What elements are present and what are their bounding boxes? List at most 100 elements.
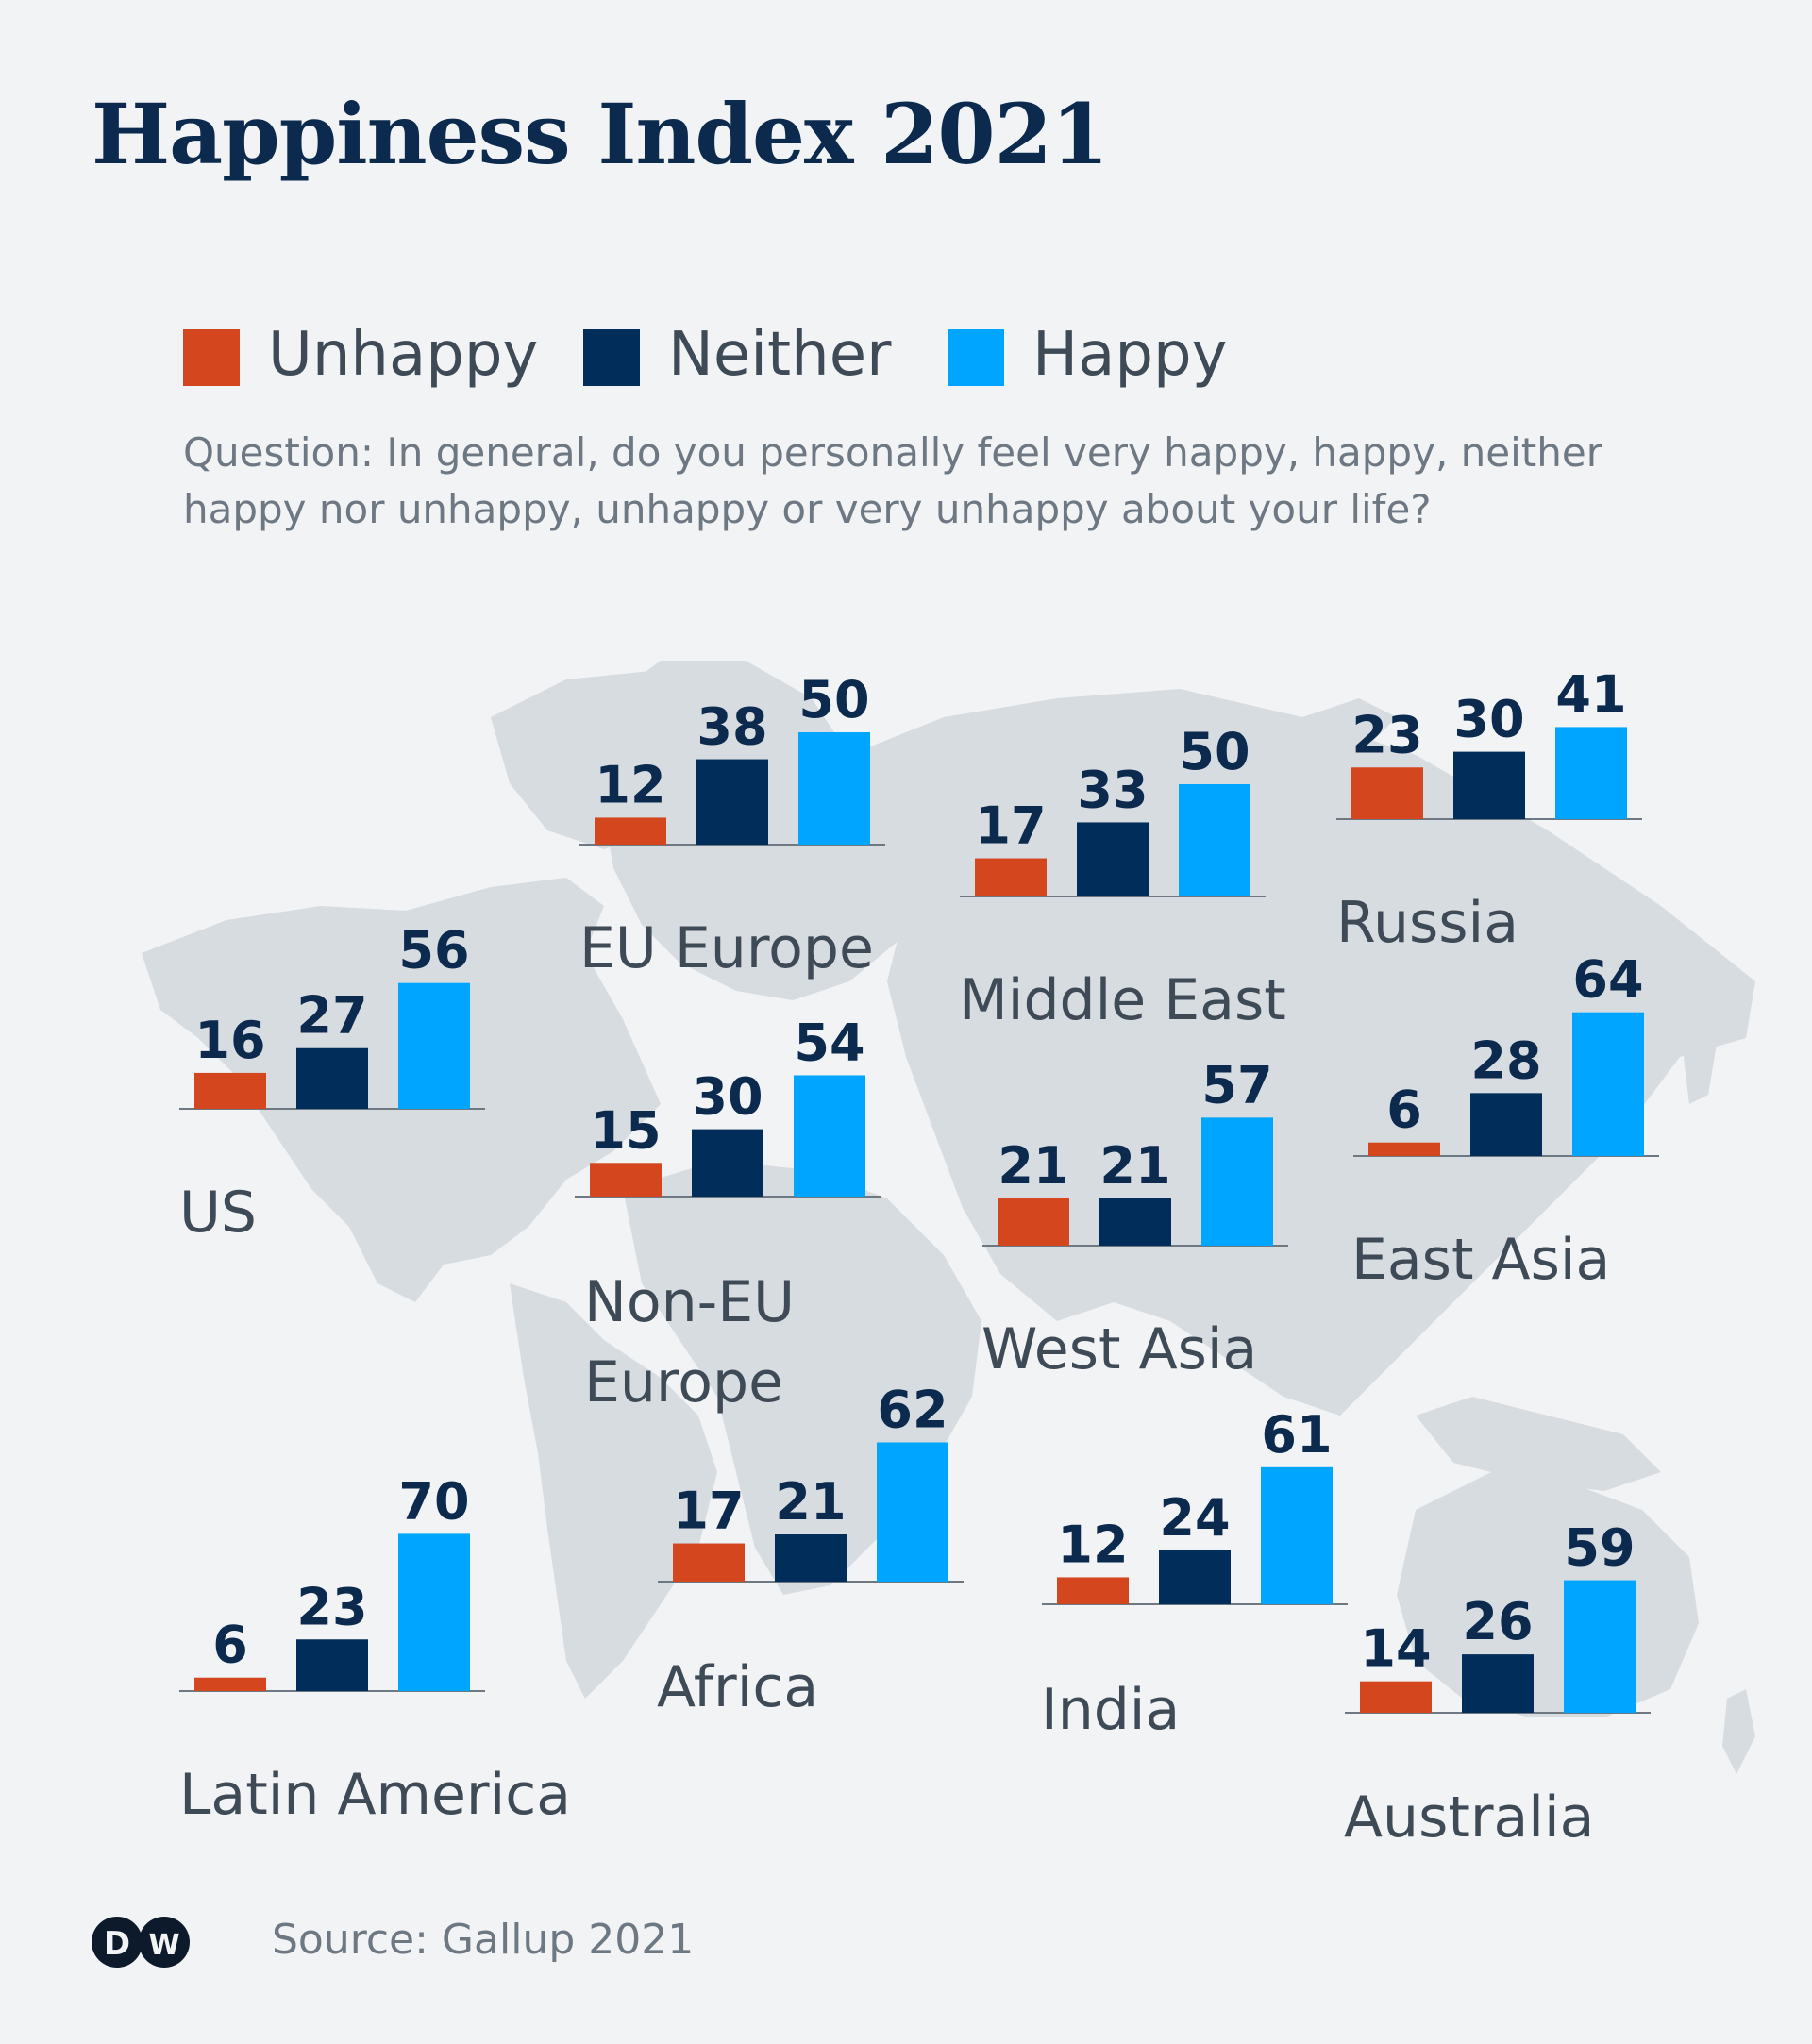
- legend-label-neither: Neither: [668, 320, 892, 390]
- chart-title: Happiness Index 2021: [92, 85, 1109, 183]
- region-label-india: India: [1041, 1677, 1180, 1743]
- bar-africa-happy: [877, 1442, 948, 1582]
- chart-group-us: 16 27 56 US: [179, 921, 485, 1246]
- legend-label-unhappy: Unhappy: [268, 320, 539, 390]
- bar-us-happy: [398, 982, 470, 1109]
- region-label-russia: Russia: [1336, 890, 1518, 956]
- map-asia: [849, 689, 1755, 1416]
- bar-india-happy: [1261, 1466, 1333, 1604]
- bar-russia-unhappy: [1351, 767, 1423, 819]
- chart-group-east-asia: 6 28 64 East Asia: [1351, 950, 1659, 1293]
- bar-non-eu-europe-neither: [692, 1129, 763, 1197]
- value-label-australia-neither: 26: [1462, 1592, 1533, 1651]
- legend-swatch-unhappy: [183, 329, 240, 386]
- value-label-russia-unhappy: 23: [1351, 705, 1422, 764]
- bar-eu-europe-happy: [798, 732, 870, 845]
- bar-india-neither: [1159, 1550, 1231, 1604]
- map-new-zealand: [1722, 1689, 1755, 1774]
- bar-non-eu-europe-happy: [794, 1075, 865, 1197]
- value-label-us-unhappy: 16: [194, 1011, 265, 1070]
- value-label-eu-europe-happy: 50: [798, 670, 869, 729]
- bar-australia-happy: [1564, 1580, 1636, 1713]
- map-se-asia: [1416, 1397, 1661, 1491]
- bar-australia-unhappy: [1360, 1681, 1432, 1713]
- value-label-east-asia-unhappy: 6: [1386, 1081, 1422, 1140]
- value-label-africa-unhappy: 17: [673, 1482, 744, 1541]
- chart-group-eu-europe: 12 38 50 EU Europe: [579, 670, 885, 981]
- bar-west-asia-neither: [1099, 1198, 1171, 1246]
- region-label-africa: Africa: [657, 1654, 818, 1720]
- source-note: Source: Gallup 2021: [272, 1916, 695, 1964]
- value-label-india-unhappy: 12: [1057, 1515, 1128, 1574]
- bar-latin-america-happy: [398, 1533, 470, 1691]
- value-label-middle-east-unhappy: 17: [975, 796, 1046, 856]
- value-label-russia-neither: 30: [1453, 690, 1524, 749]
- value-label-non-eu-europe-neither: 30: [692, 1067, 763, 1127]
- region-label-non-eu-europe: Non-EU: [584, 1269, 795, 1335]
- value-label-africa-neither: 21: [775, 1472, 846, 1532]
- region-label-eu-europe: EU Europe: [579, 915, 874, 981]
- legend-swatch-neither: [583, 329, 640, 386]
- value-label-east-asia-neither: 28: [1470, 1030, 1541, 1090]
- chart-group-middle-east: 17 33 50 Middle East: [959, 722, 1286, 1033]
- bar-russia-neither: [1453, 751, 1525, 819]
- map-japan: [1680, 1000, 1718, 1104]
- bar-africa-unhappy: [673, 1543, 745, 1582]
- chart-group-australia: 14 26 59 Australia: [1344, 1518, 1651, 1851]
- region-label-australia: Australia: [1344, 1784, 1594, 1851]
- svg-text:D: D: [104, 1925, 130, 1963]
- region-label-non-eu-europe: Europe: [584, 1349, 783, 1416]
- value-label-non-eu-europe-unhappy: 15: [590, 1100, 661, 1160]
- value-label-middle-east-happy: 50: [1179, 722, 1250, 781]
- value-label-eu-europe-neither: 38: [696, 697, 767, 757]
- bar-non-eu-europe-unhappy: [590, 1163, 662, 1197]
- value-label-latin-america-unhappy: 6: [212, 1616, 248, 1675]
- value-label-us-neither: 27: [296, 986, 367, 1046]
- bar-latin-america-neither: [296, 1639, 368, 1691]
- value-label-africa-happy: 62: [877, 1380, 948, 1439]
- bar-middle-east-neither: [1077, 822, 1149, 896]
- bar-russia-happy: [1555, 727, 1627, 819]
- value-label-non-eu-europe-happy: 54: [794, 1013, 864, 1072]
- region-label-latin-america: Latin America: [179, 1762, 571, 1828]
- bar-east-asia-happy: [1572, 1012, 1644, 1156]
- chart-group-russia: 23 30 41 Russia: [1336, 664, 1642, 956]
- map-south-america: [510, 1283, 717, 1699]
- bar-middle-east-happy: [1179, 784, 1250, 896]
- legend-swatch-happy: [948, 329, 1004, 386]
- chart-group-africa: 17 21 62 Africa: [657, 1380, 964, 1720]
- bar-eu-europe-neither: [696, 759, 768, 845]
- survey-question: Question: In general, do you personally …: [183, 429, 1602, 532]
- region-label-middle-east: Middle East: [959, 967, 1286, 1033]
- value-label-latin-america-neither: 23: [296, 1577, 367, 1636]
- dw-logo: D W: [91, 1916, 191, 1969]
- value-label-us-happy: 56: [398, 921, 469, 980]
- region-label-east-asia: East Asia: [1351, 1227, 1610, 1293]
- bar-west-asia-happy: [1201, 1117, 1273, 1246]
- value-label-west-asia-neither: 21: [1099, 1136, 1170, 1196]
- region-label-us: US: [179, 1180, 257, 1246]
- bar-middle-east-unhappy: [975, 858, 1047, 896]
- dw-logo-icon: D W: [92, 1917, 190, 1968]
- bar-us-neither: [296, 1047, 368, 1109]
- value-label-latin-america-happy: 70: [398, 1471, 469, 1531]
- map-arctic-islands: [1302, 698, 1397, 746]
- value-label-india-neither: 24: [1159, 1488, 1230, 1548]
- value-label-eu-europe-unhappy: 12: [595, 755, 665, 814]
- svg-text:W: W: [148, 1929, 179, 1962]
- value-label-middle-east-neither: 33: [1077, 760, 1148, 819]
- value-label-russia-happy: 41: [1555, 664, 1626, 724]
- bar-india-unhappy: [1057, 1577, 1129, 1604]
- value-label-australia-unhappy: 14: [1360, 1619, 1431, 1679]
- bar-us-unhappy: [194, 1072, 266, 1109]
- legend-label-happy: Happy: [1032, 320, 1228, 390]
- value-label-west-asia-unhappy: 21: [998, 1136, 1068, 1196]
- bar-east-asia-unhappy: [1368, 1142, 1440, 1156]
- value-label-australia-happy: 59: [1564, 1518, 1635, 1578]
- chart-group-west-asia: 21 21 57 West Asia: [982, 1055, 1288, 1382]
- chart-group-non-eu-europe: 15 30 54 Non-EU Europe: [575, 1013, 881, 1416]
- bar-africa-neither: [775, 1534, 847, 1582]
- bar-east-asia-neither: [1470, 1093, 1542, 1156]
- chart-group-latin-america: 6 23 70 Latin America: [179, 1471, 571, 1828]
